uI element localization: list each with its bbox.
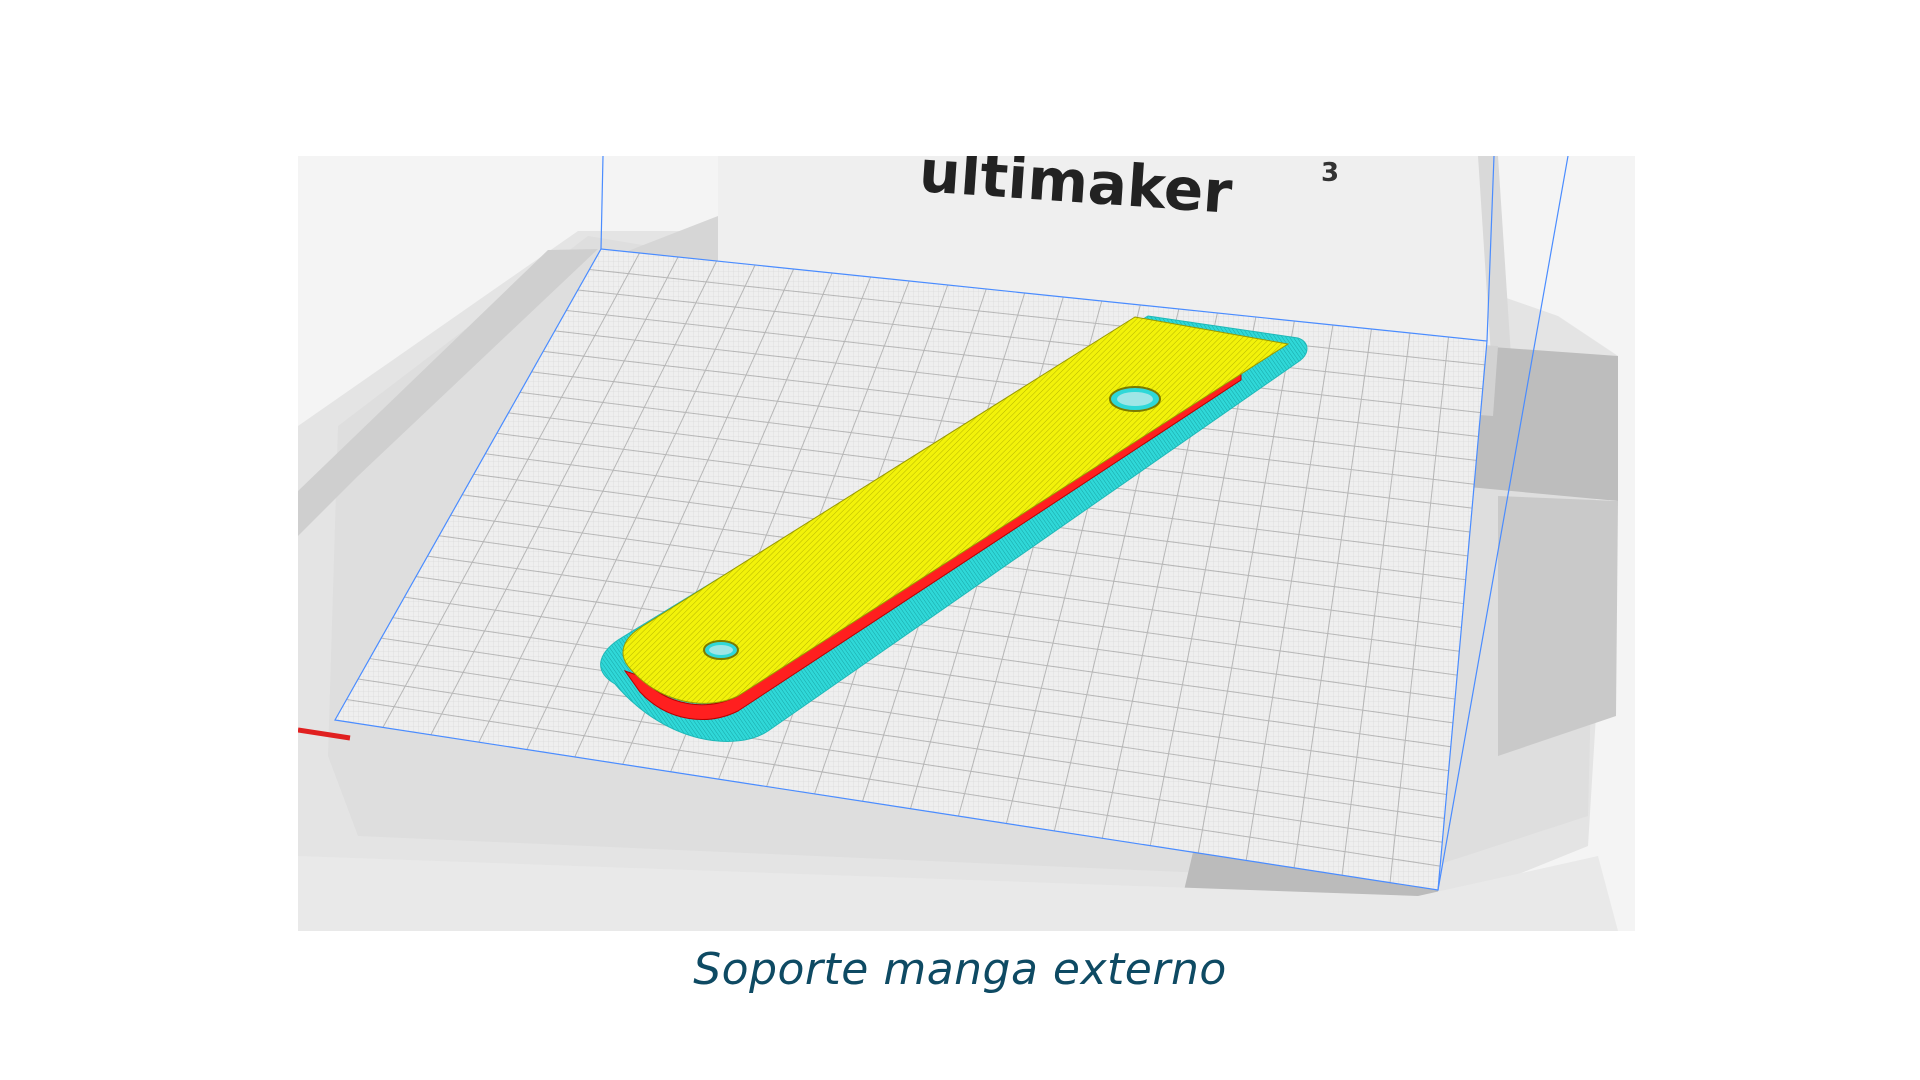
grid-line	[369, 658, 1445, 819]
printer-model-label: 3	[1321, 158, 1339, 188]
sliced-part[interactable]	[600, 315, 1308, 742]
top-layer	[622, 316, 1290, 704]
grid-line	[358, 678, 1443, 843]
3d-viewport[interactable]: ultimaker 3	[298, 156, 1635, 931]
screw-hole	[703, 640, 739, 660]
grid-line	[1197, 320, 1295, 854]
grid-line	[392, 617, 1449, 772]
build-volume-outline	[334, 156, 1569, 891]
grid-line	[566, 309, 1481, 414]
grid-line	[1245, 324, 1334, 861]
grid-line	[427, 555, 1456, 700]
grid-line	[589, 268, 1485, 366]
grid-line	[526, 264, 756, 750]
grid-line	[1149, 316, 1257, 846]
grid-line	[1389, 336, 1449, 883]
grid-line	[1293, 328, 1372, 868]
grid-line	[381, 637, 1447, 796]
grid-line	[346, 699, 1441, 867]
grid-line	[415, 576, 1453, 724]
grid-line	[478, 260, 718, 743]
grid-line	[430, 256, 679, 736]
screw-hole	[1109, 386, 1161, 412]
grid-line	[577, 289, 1483, 390]
grid-line	[382, 252, 640, 728]
figure-caption: Soporte manga externo	[693, 944, 1227, 995]
origin-axis-marker	[298, 727, 351, 741]
grid-line	[404, 596, 1451, 748]
grid-line	[1341, 332, 1411, 876]
grid-line	[554, 330, 1479, 437]
